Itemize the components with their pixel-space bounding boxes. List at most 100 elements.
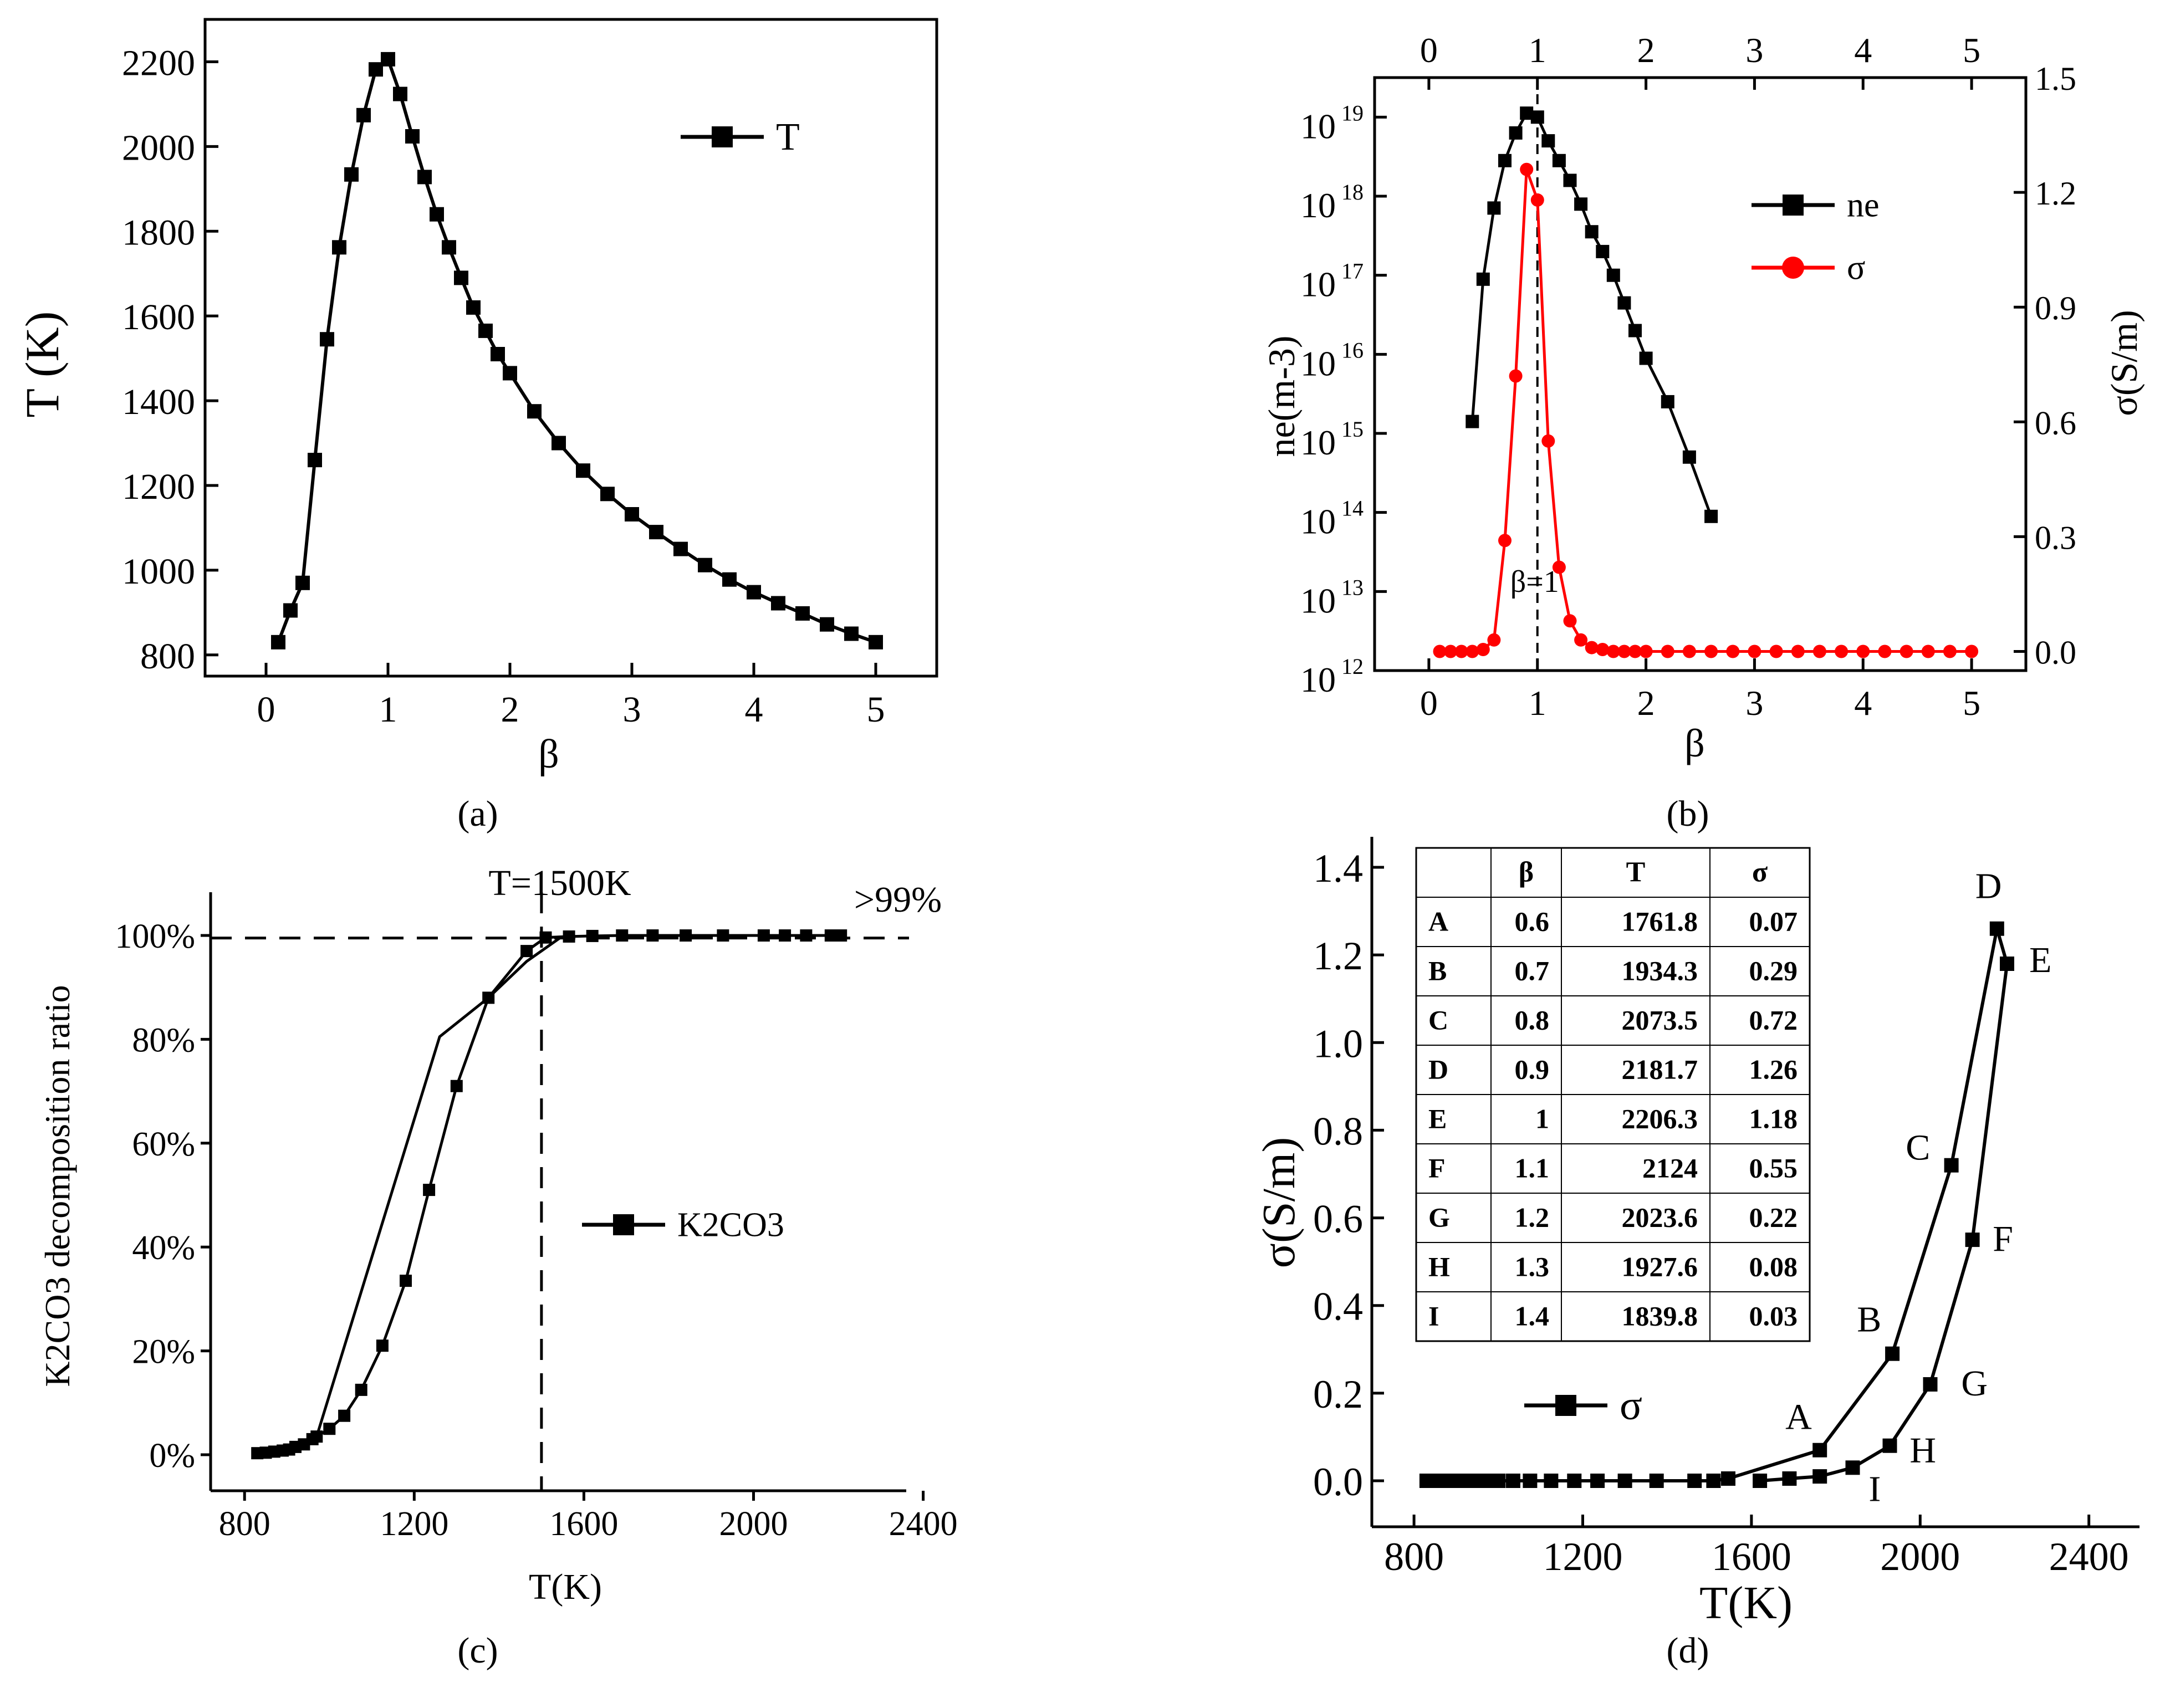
point-a-T-34 [869,635,883,650]
point-b-sigma-5 [1487,633,1501,647]
y-tick-exp-b-0: 12 [1341,654,1364,679]
point-d-sigma-31 [1753,1474,1768,1488]
y-tick-exp-b-4: 16 [1341,337,1364,362]
y-tick-label-b-6: 10 [1300,186,1336,225]
x-tick-label-d-1: 1200 [1543,1535,1622,1579]
point-b-sigma-24 [1748,645,1761,658]
x-tick-label-d-0: 800 [1384,1535,1444,1579]
x-tick-label-a-1: 1 [379,689,397,730]
y-tick-label-d-2: 0.4 [1313,1285,1363,1329]
y-tick-label-b-2: 10 [1300,502,1336,541]
point-d-sigma-17 [1687,1474,1702,1488]
point-c-K2CO3-8 [310,1430,323,1443]
annotation-beta1-b: β=1 [1510,565,1559,599]
point-label-d-D: D [1975,866,2002,907]
chart-d: 800 1200 1600 2000 2400 0.0 0.2 0.4 0.6 0.8 1.0 1.2… [1253,837,2140,1629]
y-tick-label-a-1: 1000 [122,551,195,592]
y-axis-label-c: K2CO3 decomposition ratio [38,985,77,1387]
point-b-sigma-13 [1574,633,1588,647]
y-tick-label-a-6: 2000 [122,127,195,168]
table-cell-3-1: 0.9 [1515,1054,1550,1085]
legend-d-sigma-label: σ [1620,1382,1642,1429]
x-axis-label-a: β [538,732,559,777]
x-tick-label-a-3: 3 [623,689,641,730]
y-tick-label-a-0: 800 [140,636,195,677]
chart-a: 0 1 2 3 4 5 800 1000 1200 1400 1600 1800 2000 2200 β T … [16,18,938,777]
table-cell-1-1: 0.7 [1515,955,1550,986]
panel-label-a: (a) [457,794,498,834]
point-a-T-17 [478,323,493,338]
point-b-sigma-9 [1530,193,1544,207]
point-a-T-22 [576,463,590,478]
y-tick-label-a-5: 1800 [122,212,195,253]
point-label-d-F: F [1993,1219,2013,1259]
point-c-K2CO3-25 [757,929,770,942]
y-tick-label-c-4: 80% [132,1021,195,1059]
y-tick-exp-b-5: 17 [1341,259,1364,284]
series-line-c-envelope [315,936,561,1437]
point-c-K2CO3-9 [323,1423,336,1435]
point-d-sigma-20 [1812,1443,1827,1458]
table-header-2: T [1626,857,1646,888]
point-a-T-23 [600,487,615,502]
point-a-T-18 [491,347,505,361]
table-cell-2-2: 2073.5 [1622,1005,1698,1036]
point-d-sigma-22 [1944,1158,1959,1173]
table-header-1: β [1519,857,1534,888]
point-a-T-2 [295,575,310,590]
y-tick-label-b-4: 10 [1300,344,1336,383]
point-b-sigma-25 [1769,645,1783,658]
y-tick-label-d-7: 1.4 [1313,846,1363,891]
point-b-sigma-23 [1726,645,1740,658]
point-a-T-5 [332,240,346,255]
y-tick-label-d-4: 0.8 [1313,1109,1363,1153]
point-c-K2CO3-22 [646,929,659,942]
point-a-T-27 [698,558,712,572]
panel-label-c: (c) [457,1630,498,1671]
x-tick-label-c-4: 2400 [889,1505,958,1543]
point-a-T-25 [649,525,663,540]
x-tick-label-a-4: 4 [745,689,763,730]
point-b-sigma-6 [1498,534,1512,548]
table-cell-2-0: C [1428,1005,1448,1036]
point-b-sigma-12 [1563,614,1577,628]
point-a-T-14 [442,240,456,255]
point-b-sigma-18 [1628,645,1642,658]
point-label-d-H: H [1909,1430,1936,1471]
point-b-ne-6 [1530,110,1544,124]
point-b-ne-10 [1574,197,1588,211]
point-c-K2CO3-13 [400,1275,412,1287]
point-c-K2CO3-14 [423,1184,436,1196]
x-tick-label-a-5: 5 [867,689,885,730]
y-tick-label-c-1: 20% [132,1333,195,1371]
point-d-sigma-27 [1882,1438,1897,1453]
legend-a-T-marker [712,126,733,147]
y-tick-label-b-5: 10 [1300,265,1336,304]
point-b-ne-13 [1606,268,1620,282]
legend-b-ne-marker [1783,195,1804,216]
point-a-T-26 [673,541,688,556]
point-label-d-A: A [1785,1397,1812,1438]
point-c-K2CO3-23 [680,929,692,942]
y-tick-label-a-2: 1200 [122,467,195,507]
legend-a-T-label: T [776,116,800,158]
point-b-sigma-11 [1552,560,1566,574]
table-cell-6-1: 1.2 [1515,1202,1550,1233]
point-b-sigma-33 [1943,645,1957,658]
table-cell-3-2: 2181.7 [1622,1054,1698,1085]
point-b-sigma-32 [1921,645,1935,658]
point-c-K2CO3-28 [824,929,837,942]
point-b-sigma-14 [1585,641,1599,654]
point-label-d-B: B [1857,1300,1881,1340]
x-tick-label-b-2: 2 [1637,683,1655,723]
point-c-K2CO3-18 [539,931,552,944]
x-tick-label-c-0: 800 [219,1505,270,1543]
table-cell-5-0: F [1428,1153,1446,1184]
x-tick-label-a-0: 0 [257,689,275,730]
point-d-sigma-12 [1544,1474,1559,1488]
x-tick-label-b-0: 0 [1420,683,1438,723]
point-b-sigma-0 [1433,645,1447,658]
point-a-T-33 [844,626,859,641]
y-tick-label-c-3: 60% [132,1126,195,1163]
